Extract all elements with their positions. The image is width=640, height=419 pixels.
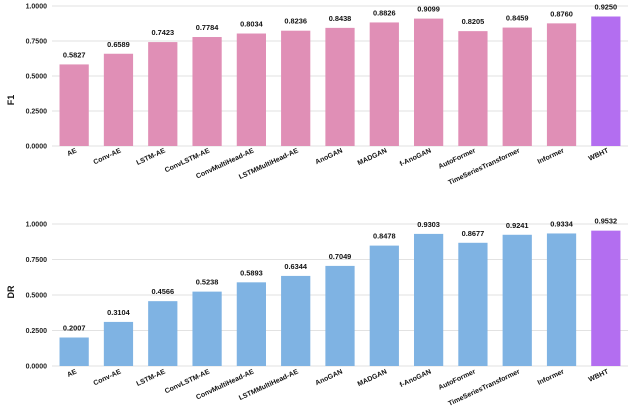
bar-informer <box>546 23 577 146</box>
data-label: 0.8438 <box>329 14 352 23</box>
bar-convmultihead-ae <box>236 33 266 146</box>
data-label: 0.6589 <box>107 40 130 49</box>
f1-chart: 0.0000 0.2500 0.5000 0.7500 1.0000 F1 0.5827 AE… <box>6 3 628 187</box>
data-label: 0.3104 <box>107 308 130 317</box>
data-label: 0.8034 <box>240 20 263 29</box>
y-tick-label: 0.7500 <box>26 39 48 46</box>
data-label: 0.2007 <box>63 324 86 333</box>
bar-convlstm-ae <box>192 291 222 366</box>
bar-autoformer <box>458 242 488 366</box>
x-tick-label: MADGAN <box>357 368 389 388</box>
data-label: 0.7784 <box>196 23 219 32</box>
x-tick-label: f-AnoGAN <box>399 147 433 168</box>
data-label: 0.5827 <box>63 50 86 59</box>
data-label: 0.8760 <box>550 9 573 18</box>
data-label: 0.9241 <box>506 221 529 230</box>
bar-f-anogan <box>413 18 444 146</box>
x-tick-label: Informer <box>537 368 566 386</box>
x-tick-label: AutoFormer <box>438 147 478 170</box>
bar-autoformer <box>458 31 488 147</box>
bar-madgan <box>369 245 399 366</box>
y-tick-label: 1.0000 <box>26 222 48 229</box>
bar-f-anogan <box>413 233 444 366</box>
bar-wbht <box>591 16 621 146</box>
data-label: 0.8677 <box>462 229 485 238</box>
bar-madgan <box>369 22 399 146</box>
x-tick-label: Conv-AE <box>93 147 123 166</box>
y-tick-label: 0.2500 <box>26 328 48 335</box>
data-label: 0.5893 <box>240 268 263 277</box>
data-label: 0.9250 <box>595 3 618 12</box>
bar-ae <box>59 64 89 146</box>
bar-lstm-ae <box>148 42 178 146</box>
bar-conv-ae <box>103 53 134 146</box>
y-tick-label: 0.0000 <box>26 364 48 371</box>
x-tick-label: AnoGAN <box>314 368 343 387</box>
y-axis-label: F1 <box>6 95 16 106</box>
x-tick-label: Conv-AE <box>93 368 123 387</box>
x-tick-label: AutoFormer <box>438 368 478 391</box>
bar-timeseriestransformer <box>502 27 532 146</box>
bar-timeseriestransformer <box>502 234 532 366</box>
bar-convmultihead-ae <box>236 282 266 366</box>
y-tick-label: 1.0000 <box>26 4 48 11</box>
bar-wbht <box>591 230 621 366</box>
x-tick-label: TimeSeriesTransformer <box>447 147 521 186</box>
x-tick-label: AE <box>66 368 78 379</box>
bar-anogan <box>325 27 355 146</box>
x-tick-label: TimeSeriesTransformer <box>447 368 521 407</box>
data-label: 0.5238 <box>196 278 219 287</box>
bar-convlstm-ae <box>192 37 222 146</box>
data-label: 0.8236 <box>284 17 307 26</box>
x-tick-label: AE <box>66 147 78 158</box>
x-tick-label: AnoGAN <box>314 147 343 166</box>
data-label: 0.4566 <box>151 287 174 296</box>
bar-lstmmultihead-ae <box>281 30 311 147</box>
data-label: 0.9532 <box>595 217 618 226</box>
data-label: 0.6344 <box>284 262 307 271</box>
bar-lstm-ae <box>148 301 178 366</box>
y-tick-label: 0.5000 <box>26 293 48 300</box>
x-tick-label: WBHT <box>588 147 611 163</box>
y-tick-label: 0.5000 <box>26 74 48 81</box>
data-label: 0.9303 <box>417 220 440 229</box>
data-label: 0.9334 <box>550 219 573 228</box>
data-label: 0.7049 <box>329 252 352 261</box>
bar-lstmmultihead-ae <box>281 275 311 366</box>
x-tick-label: f-AnoGAN <box>399 368 433 389</box>
bar-conv-ae <box>103 321 134 366</box>
x-tick-label: LSTM-AE <box>135 368 166 388</box>
bar-informer <box>546 233 577 366</box>
data-label: 0.8826 <box>373 8 396 17</box>
data-label: 0.8205 <box>462 17 485 26</box>
y-tick-label: 0.7500 <box>26 257 48 264</box>
y-tick-label: 0.0000 <box>26 144 48 151</box>
y-tick-label: 0.2500 <box>26 109 48 116</box>
y-axis-label: DR <box>6 285 16 298</box>
data-label: 0.8478 <box>373 232 396 241</box>
x-tick-label: Informer <box>537 147 566 165</box>
dr-chart: 0.0000 0.2500 0.5000 0.7500 1.0000 DR 0.2007 AE… <box>6 217 628 408</box>
x-tick-label: LSTM-AE <box>135 147 166 167</box>
data-label: 0.7423 <box>151 28 174 37</box>
bar-anogan <box>325 265 355 366</box>
x-tick-label: WBHT <box>588 368 611 384</box>
data-label: 0.9099 <box>417 5 440 14</box>
bar-ae <box>59 337 89 366</box>
x-tick-label: MADGAN <box>357 147 389 167</box>
data-label: 0.8459 <box>506 14 529 23</box>
